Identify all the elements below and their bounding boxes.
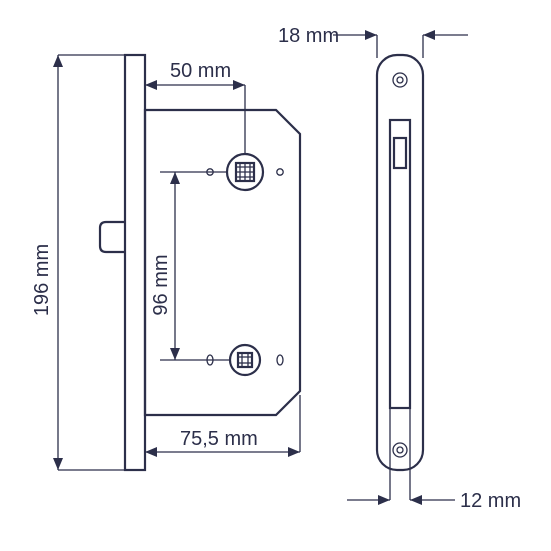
dim-height-total-label: 196 mm bbox=[31, 244, 53, 316]
keyhole-square bbox=[238, 353, 252, 367]
strike-screw-bottom-outer bbox=[393, 443, 407, 457]
pin-bottom-right bbox=[277, 355, 283, 365]
dim-strike-width-label: 12 mm bbox=[460, 490, 521, 512]
dim-backset: 50 mm bbox=[145, 60, 245, 155]
dim-case-depth: 75,5 mm bbox=[145, 395, 300, 470]
strike-screw-top-inner bbox=[397, 77, 403, 83]
strike-screw-top-outer bbox=[393, 73, 407, 87]
dim-strike-width: 12 mm bbox=[347, 408, 521, 512]
latch-bolt bbox=[100, 222, 125, 252]
dim-centres: 96 mm bbox=[150, 172, 230, 360]
dim-backset-label: 50 mm bbox=[170, 60, 231, 82]
pin-top-right bbox=[277, 169, 283, 175]
dim-forend-width-label: 18 mm bbox=[278, 25, 339, 47]
strike-screw-bottom-inner bbox=[397, 447, 403, 453]
keyhole-outer bbox=[230, 345, 260, 375]
dim-case-depth-label: 75,5 mm bbox=[180, 428, 258, 450]
dim-height-total: 196 mm bbox=[31, 55, 125, 470]
strike-latch-slot bbox=[394, 138, 406, 168]
dim-centres-label: 96 mm bbox=[150, 254, 172, 315]
forend-plate bbox=[125, 55, 145, 470]
lock-dimension-drawing: 196 mm 50 mm 96 mm 75,5 mm 18 mm bbox=[0, 0, 551, 551]
dim-forend-width: 18 mm bbox=[278, 25, 468, 58]
